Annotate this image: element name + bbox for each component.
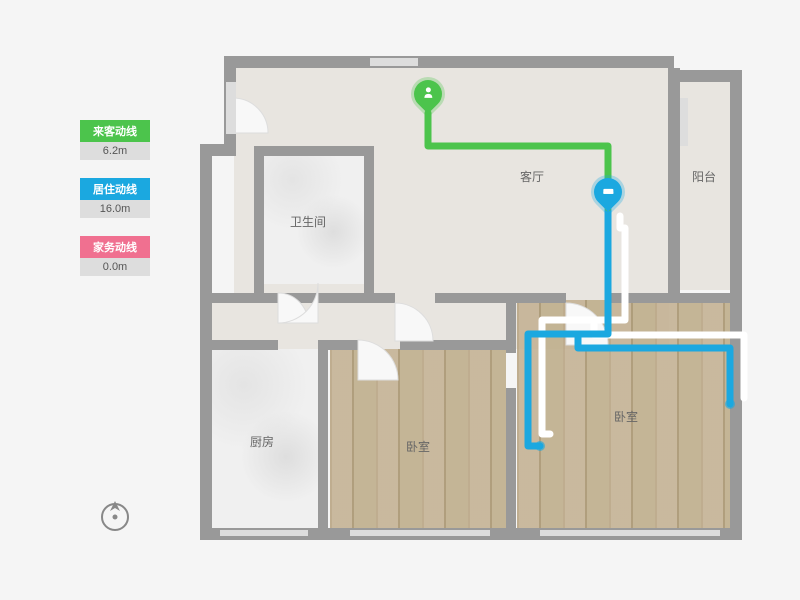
marker-entrance (414, 80, 442, 116)
legend-visitor-value: 6.2m (80, 142, 150, 160)
label-bathroom: 卫生间 (290, 213, 326, 230)
floorplan: 客厅 阳台 卫生间 厨房 卧室 卧室 (190, 38, 750, 568)
label-kitchen: 厨房 (250, 433, 274, 450)
label-living: 客厅 (520, 168, 544, 185)
legend-housework-value: 0.0m (80, 258, 150, 276)
marker-living (594, 178, 622, 214)
label-balcony: 阳台 (692, 168, 716, 185)
legend-resident: 居住动线 16.0m (80, 178, 150, 218)
label-bedroom2: 卧室 (614, 408, 638, 425)
legend-panel: 来客动线 6.2m 居住动线 16.0m 家务动线 0.0m (80, 120, 150, 294)
legend-housework: 家务动线 0.0m (80, 236, 150, 276)
legend-visitor-label: 来客动线 (80, 120, 150, 142)
legend-visitor: 来客动线 6.2m (80, 120, 150, 160)
person-icon (421, 86, 435, 103)
compass-icon (95, 495, 135, 540)
bed-icon (601, 184, 615, 201)
label-bedroom1: 卧室 (406, 438, 430, 455)
legend-resident-value: 16.0m (80, 200, 150, 218)
legend-housework-label: 家务动线 (80, 236, 150, 258)
walls-svg (190, 38, 750, 568)
legend-resident-label: 居住动线 (80, 178, 150, 200)
